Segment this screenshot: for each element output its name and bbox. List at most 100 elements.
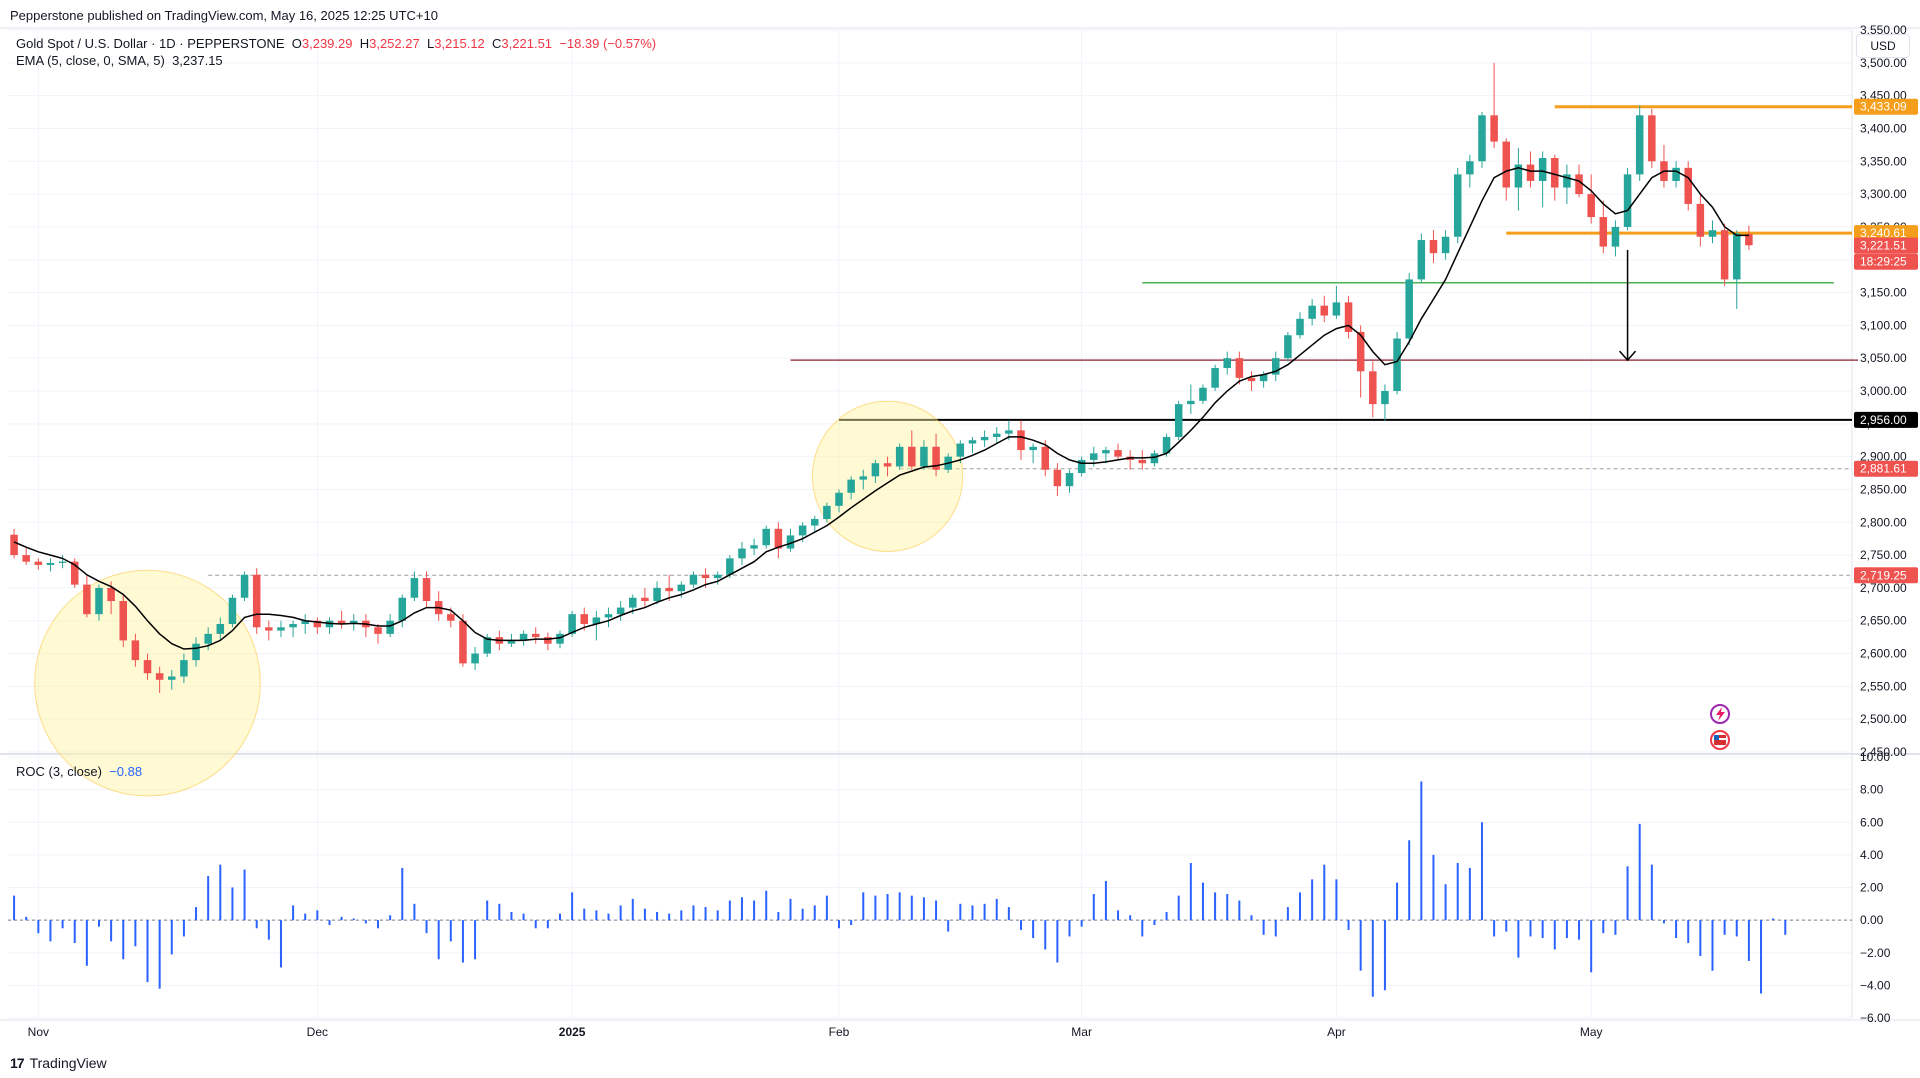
candle[interactable] <box>1453 167 1462 244</box>
event-icons[interactable] <box>1710 704 1730 750</box>
roc-legend[interactable]: ROC (3, close) −0.88 <box>16 764 142 779</box>
candle[interactable] <box>1417 233 1426 283</box>
candle[interactable] <box>46 558 55 572</box>
candle[interactable] <box>1587 174 1595 224</box>
candle[interactable] <box>1672 161 1680 188</box>
candle[interactable] <box>1065 469 1074 493</box>
candle[interactable] <box>301 614 309 634</box>
candle[interactable] <box>1017 420 1025 460</box>
candle[interactable] <box>1320 295 1329 323</box>
candle[interactable] <box>1745 225 1753 250</box>
candle[interactable] <box>544 632 552 651</box>
candle[interactable] <box>1381 384 1389 421</box>
ema-legend[interactable]: EMA (5, close, 0, SMA, 5) 3,237.15 <box>16 53 223 68</box>
candle[interactable] <box>859 469 868 490</box>
candle[interactable] <box>689 571 698 588</box>
candle[interactable] <box>786 528 795 552</box>
candle[interactable] <box>1405 272 1413 346</box>
candle[interactable] <box>95 584 103 621</box>
candle[interactable] <box>1041 440 1050 477</box>
candle[interactable] <box>1538 151 1547 208</box>
candle[interactable] <box>349 614 358 631</box>
candle[interactable] <box>483 633 491 657</box>
candle[interactable] <box>119 594 128 647</box>
candle[interactable] <box>362 614 370 638</box>
candle[interactable] <box>750 538 758 556</box>
candle[interactable] <box>1660 144 1668 188</box>
candle[interactable] <box>143 653 152 680</box>
candle[interactable] <box>1053 463 1062 497</box>
time-axis[interactable]: Nov Dec 2025 Feb Mar Apr May <box>28 1025 1603 1039</box>
candle[interactable] <box>992 427 1001 444</box>
candle[interactable] <box>641 587 649 608</box>
candle[interactable] <box>1502 138 1511 201</box>
candle[interactable] <box>1466 154 1474 188</box>
roc-axis[interactable]: 10.00 8.00 6.00 4.00 2.00 0.00 −2.00 −4.00 −6.00 <box>1860 750 1891 1025</box>
currency-button[interactable]: USD <box>1856 34 1910 58</box>
candle[interactable] <box>1648 108 1656 168</box>
candle[interactable] <box>374 624 382 644</box>
candle[interactable] <box>277 620 285 638</box>
price-axis[interactable]: 3,550.003,500.003,450.003,400.003,350.00… <box>1860 23 1907 759</box>
candle[interactable] <box>1150 450 1159 467</box>
candle[interactable] <box>1199 384 1207 405</box>
candle[interactable] <box>980 430 989 447</box>
candle[interactable] <box>398 594 407 628</box>
candle[interactable] <box>471 646 479 670</box>
candle[interactable] <box>1623 167 1632 231</box>
candle[interactable] <box>968 436 977 454</box>
candle[interactable] <box>1187 384 1195 414</box>
candle[interactable] <box>1284 331 1292 362</box>
candle[interactable] <box>1332 285 1341 319</box>
candle[interactable] <box>58 555 67 569</box>
candle[interactable] <box>192 637 200 667</box>
candle[interactable] <box>847 476 855 500</box>
candle[interactable] <box>556 630 564 649</box>
candle[interactable] <box>713 571 722 585</box>
candle[interactable] <box>1296 312 1304 339</box>
candle[interactable] <box>1138 450 1147 470</box>
candle[interactable] <box>774 522 783 559</box>
candle[interactable] <box>762 525 770 549</box>
candle[interactable] <box>1308 299 1316 326</box>
candle[interactable] <box>1684 161 1692 211</box>
candle[interactable] <box>22 547 30 565</box>
candle[interactable] <box>1732 230 1741 309</box>
candle[interactable] <box>604 607 613 628</box>
candle[interactable] <box>1563 164 1571 204</box>
candle[interactable] <box>1344 295 1353 339</box>
candle[interactable] <box>1599 200 1608 254</box>
candle[interactable] <box>932 433 940 477</box>
candle[interactable] <box>1611 220 1620 257</box>
candle[interactable] <box>216 617 225 641</box>
candle[interactable] <box>1478 112 1486 168</box>
footer-brand[interactable]: 17 TradingView <box>10 1055 107 1071</box>
candle[interactable] <box>1211 364 1219 391</box>
candle[interactable] <box>592 610 601 641</box>
candle[interactable] <box>1526 151 1535 188</box>
ema-label[interactable]: EMA (5, close, 0, SMA, 5) <box>16 53 165 68</box>
candles[interactable] <box>10 62 1753 693</box>
candle[interactable] <box>616 601 625 621</box>
candle[interactable] <box>1551 154 1559 201</box>
candle[interactable] <box>1369 361 1377 418</box>
candle[interactable] <box>1393 331 1401 395</box>
candle[interactable] <box>1696 194 1705 247</box>
candle[interactable] <box>1077 456 1086 477</box>
candle[interactable] <box>1490 62 1498 149</box>
candle[interactable] <box>738 541 746 565</box>
candle[interactable] <box>240 571 249 602</box>
candle[interactable] <box>1029 443 1037 464</box>
candle[interactable] <box>1114 443 1122 460</box>
candle[interactable] <box>665 574 673 602</box>
candle[interactable] <box>289 620 297 638</box>
candle[interactable] <box>871 459 880 483</box>
candle[interactable] <box>883 456 892 477</box>
candle[interactable] <box>228 594 237 628</box>
candle[interactable] <box>653 581 661 605</box>
candle[interactable] <box>155 666 164 693</box>
candle[interactable] <box>459 614 467 667</box>
candle[interactable] <box>10 528 18 559</box>
candle[interactable] <box>325 617 334 634</box>
candle[interactable] <box>531 627 540 644</box>
